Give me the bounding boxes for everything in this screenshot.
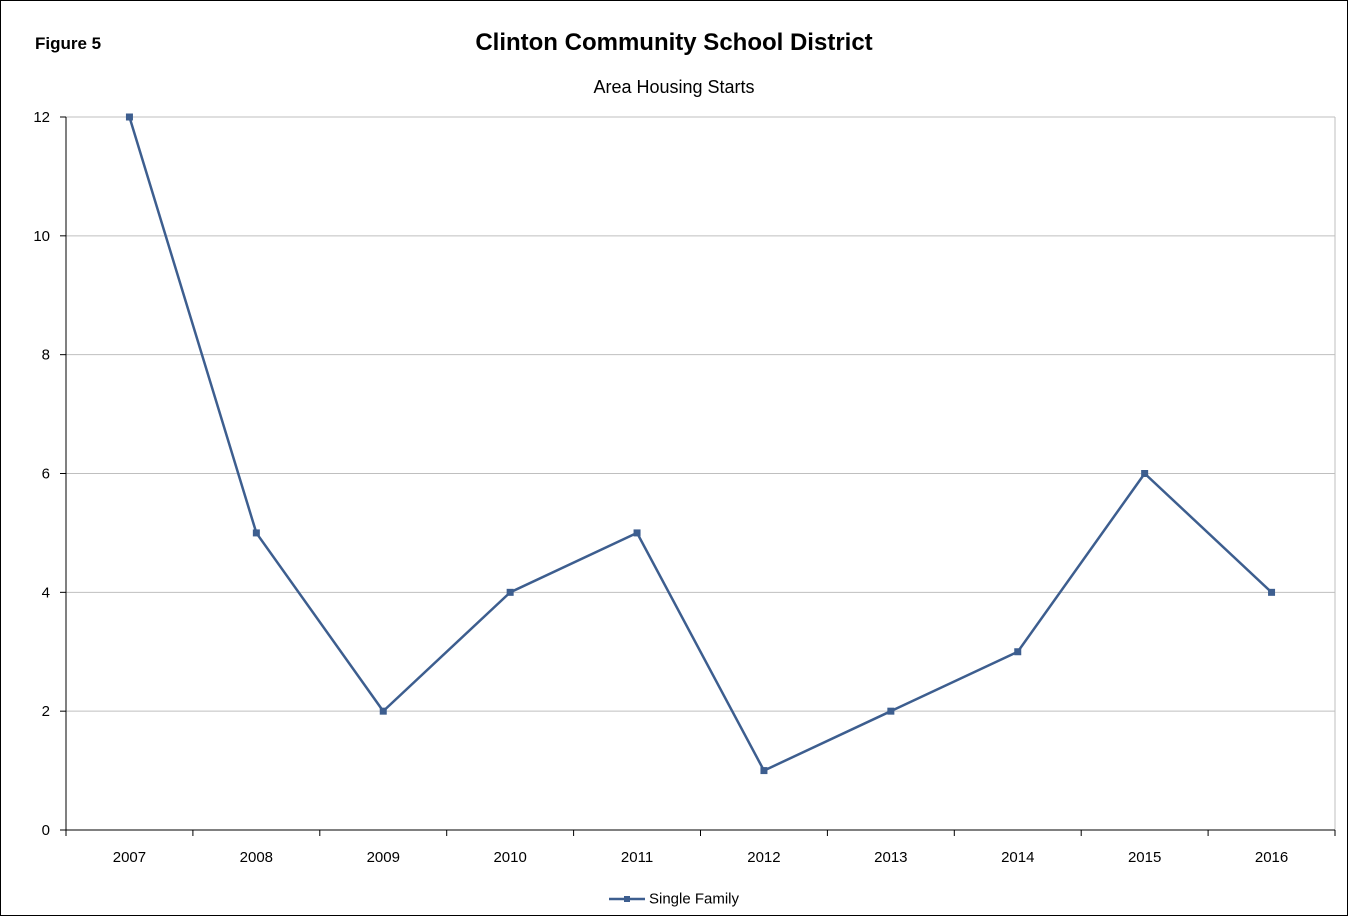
legend: Single Family — [0, 890, 1348, 908]
x-tick-label: 2015 — [1128, 849, 1161, 866]
y-tick-label: 8 — [42, 347, 50, 364]
y-tick-label: 4 — [42, 584, 50, 601]
series-line — [128, 116, 1273, 773]
y-tick-label: 6 — [42, 466, 50, 483]
data-point — [506, 588, 514, 596]
x-tick-label: 2008 — [240, 849, 273, 866]
series-layer — [125, 113, 1276, 775]
y-tick-label: 0 — [42, 822, 50, 839]
data-point — [760, 767, 768, 775]
data-point — [252, 529, 260, 537]
x-tick-label: 2007 — [113, 849, 146, 866]
legend-swatch-single-family — [608, 896, 645, 903]
y-tick-label: 12 — [33, 109, 50, 126]
legend-label: Single Family — [648, 890, 740, 908]
data-point — [125, 113, 133, 121]
x-tick-label: 2012 — [747, 849, 780, 866]
x-tick-label: 2016 — [1255, 849, 1288, 866]
data-point — [633, 529, 641, 537]
x-tick-label: 2014 — [1001, 849, 1034, 866]
x-tick-label: 2011 — [621, 849, 653, 866]
tick-labels: 0 2 4 6 8 10 12 2007 2008 2009 2010 2011 2012 2013 201… — [33, 109, 1288, 866]
data-point — [379, 707, 387, 715]
chart-subtitle: Area Housing Starts — [593, 77, 755, 97]
chart-title: Clinton Community School District — [475, 29, 873, 56]
x-tick-label: 2009 — [367, 849, 400, 866]
data-point — [1268, 588, 1276, 596]
data-point — [1014, 648, 1022, 656]
data-point — [887, 707, 895, 715]
y-tick-label: 2 — [42, 703, 50, 720]
x-tick-label: 2013 — [874, 849, 907, 866]
figure-label: Figure 5 — [35, 34, 102, 53]
y-tick-label: 10 — [33, 228, 50, 245]
data-point — [1141, 470, 1149, 477]
axes — [60, 116, 1336, 836]
gridlines — [66, 116, 1336, 830]
x-tick-label: 2010 — [493, 849, 526, 866]
